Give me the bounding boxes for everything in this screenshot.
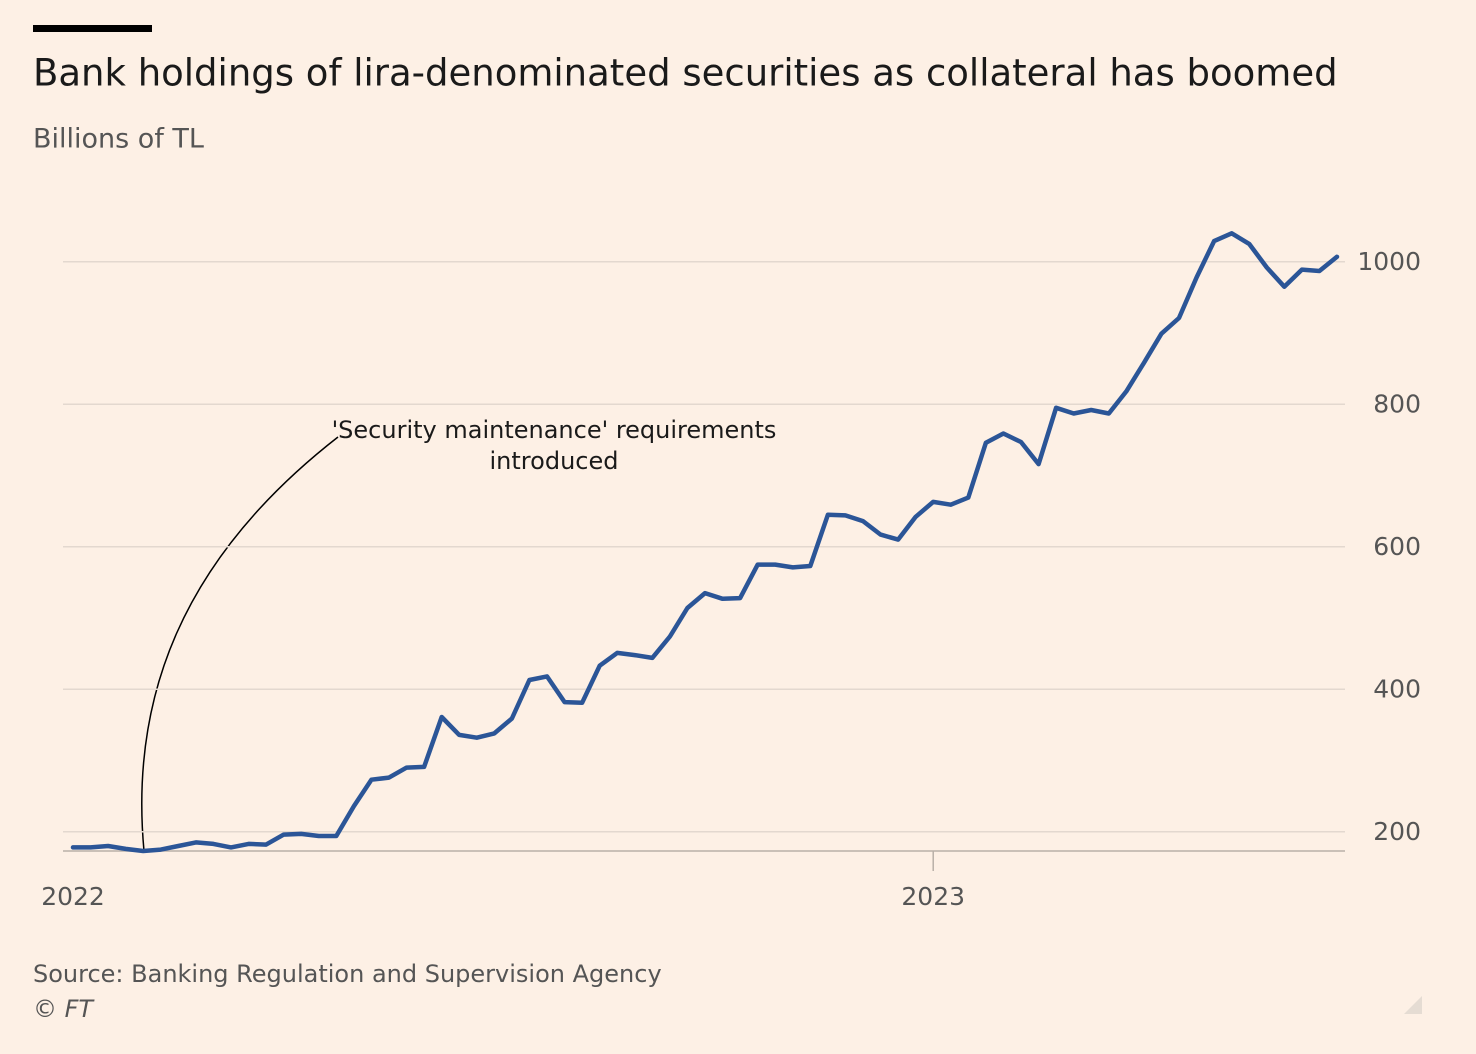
resize-icon [1404,996,1422,1014]
data-line [70,231,1340,854]
y-tick-label: 400 [1373,674,1421,703]
x-tick-label: 2022 [41,882,105,911]
y-tick-label: 800 [1373,389,1421,418]
y-tick-label: 200 [1373,817,1421,846]
annotation: introduced [490,447,619,475]
y-tick-label: 600 [1373,532,1421,561]
x-tick-label: 2023 [901,882,965,911]
annotation-connector [141,436,339,852]
annotation: 'Security maintenance' requirements [332,416,777,444]
header-bar [33,25,152,32]
source: Source: Banking Regulation and Supervisi… [33,960,662,988]
chart-subtitle: Billions of TL [33,124,204,155]
chart-title: Bank holdings of lira-denominated securi… [33,52,1338,95]
credit: © FT [33,995,95,1023]
y-tick-label: 1000 [1357,247,1421,276]
